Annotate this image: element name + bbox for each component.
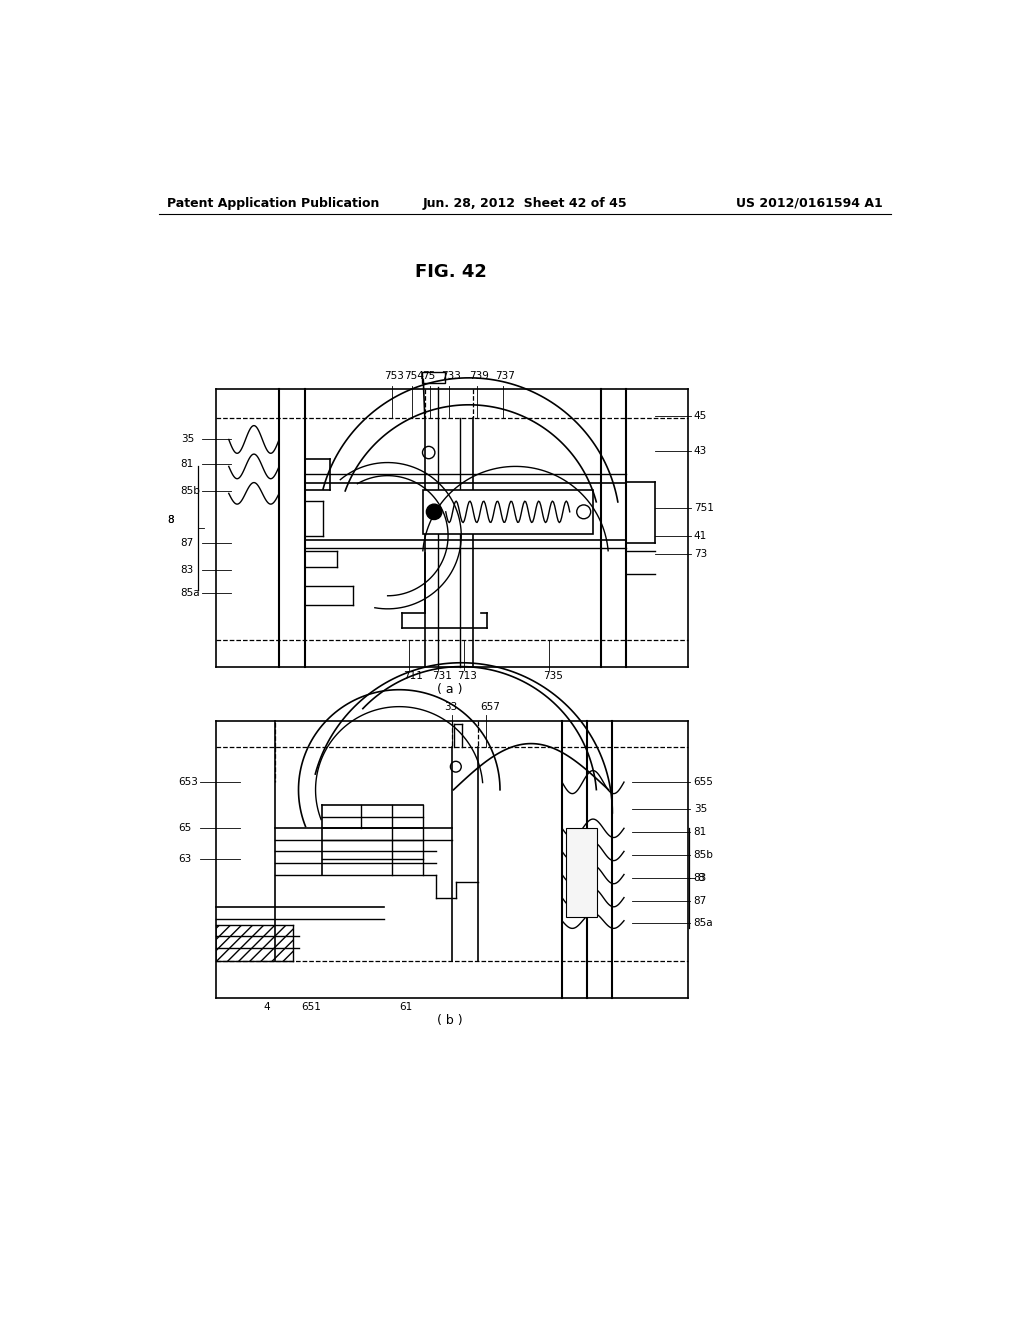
Bar: [566, 829, 597, 917]
Text: 41: 41: [693, 531, 707, 541]
Text: 83: 83: [693, 874, 707, 883]
Text: 85a: 85a: [693, 917, 714, 928]
Text: 737: 737: [496, 371, 515, 381]
Text: 81: 81: [180, 459, 194, 469]
Text: 655: 655: [693, 777, 714, 787]
Text: 73: 73: [693, 549, 707, 560]
Text: US 2012/0161594 A1: US 2012/0161594 A1: [736, 197, 883, 210]
Text: 657: 657: [480, 702, 501, 713]
Bar: [422, 372, 445, 383]
Text: 713: 713: [458, 671, 477, 681]
Text: 735: 735: [543, 671, 562, 681]
Text: Jun. 28, 2012  Sheet 42 of 45: Jun. 28, 2012 Sheet 42 of 45: [423, 197, 627, 210]
Circle shape: [426, 504, 442, 520]
Text: Patent Application Publication: Patent Application Publication: [167, 197, 379, 210]
Text: 8: 8: [167, 515, 173, 525]
Text: 35: 35: [180, 434, 194, 445]
Text: 754: 754: [403, 371, 424, 381]
Text: 61: 61: [399, 1002, 413, 1012]
Text: 75: 75: [423, 371, 436, 381]
Text: 711: 711: [403, 671, 423, 681]
Text: 43: 43: [693, 446, 707, 455]
Text: 33: 33: [444, 702, 458, 713]
Text: FIG. 42: FIG. 42: [415, 264, 486, 281]
Text: 83: 83: [180, 565, 194, 576]
Text: 65: 65: [178, 824, 191, 833]
Text: 45: 45: [693, 412, 707, 421]
Text: 85b: 85b: [693, 850, 714, 861]
Text: 751: 751: [693, 503, 714, 513]
Text: 731: 731: [432, 671, 452, 681]
Text: 87: 87: [180, 539, 194, 548]
Text: 653: 653: [178, 777, 199, 787]
Text: 85b: 85b: [180, 486, 201, 496]
Text: ( b ): ( b ): [437, 1014, 463, 1027]
Bar: [216, 924, 293, 961]
Text: 85a: 85a: [180, 589, 201, 598]
Text: 739: 739: [469, 371, 488, 381]
Text: 651: 651: [302, 1002, 322, 1012]
Text: 63: 63: [178, 854, 191, 865]
Text: 81: 81: [693, 828, 707, 837]
Text: 8: 8: [697, 874, 705, 883]
Text: 35: 35: [693, 804, 707, 814]
Text: 733: 733: [441, 371, 461, 381]
Text: 8: 8: [167, 515, 173, 525]
Text: 87: 87: [693, 896, 707, 907]
Text: 753: 753: [384, 371, 403, 381]
Bar: [423, 490, 593, 535]
Text: 4: 4: [263, 1002, 270, 1012]
Text: ( a ): ( a ): [437, 684, 463, 696]
